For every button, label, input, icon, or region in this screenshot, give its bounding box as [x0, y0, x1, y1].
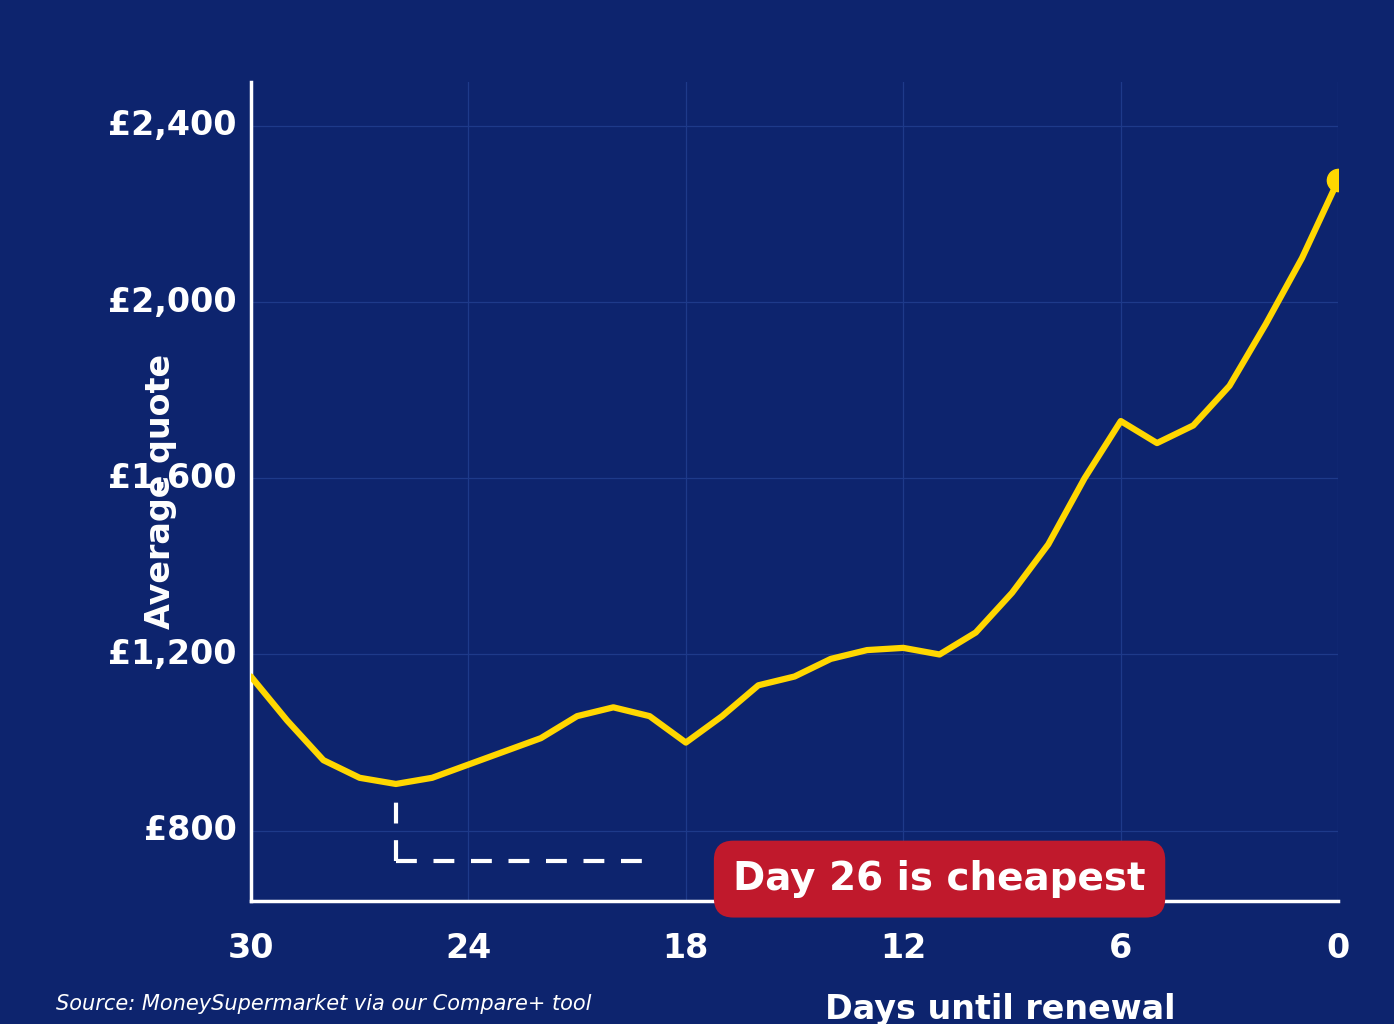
Text: 0: 0	[1327, 932, 1349, 965]
Text: 24: 24	[445, 932, 492, 965]
Text: £2,000: £2,000	[109, 286, 237, 318]
Text: £2,400: £2,400	[109, 110, 237, 142]
Text: 12: 12	[880, 932, 927, 965]
Text: 18: 18	[662, 932, 710, 965]
Text: £1,600: £1,600	[109, 462, 237, 495]
Text: £1,200: £1,200	[109, 638, 237, 671]
Text: Source: MoneySupermarket via our Compare+ tool: Source: MoneySupermarket via our Compare…	[56, 993, 591, 1014]
Text: 6: 6	[1110, 932, 1132, 965]
Text: Day 26 is cheapest: Day 26 is cheapest	[733, 860, 1146, 898]
Text: Average quote: Average quote	[144, 354, 177, 629]
Text: 30: 30	[227, 932, 275, 965]
Text: £800: £800	[144, 814, 237, 847]
Text: Days until renewal: Days until renewal	[825, 993, 1175, 1024]
